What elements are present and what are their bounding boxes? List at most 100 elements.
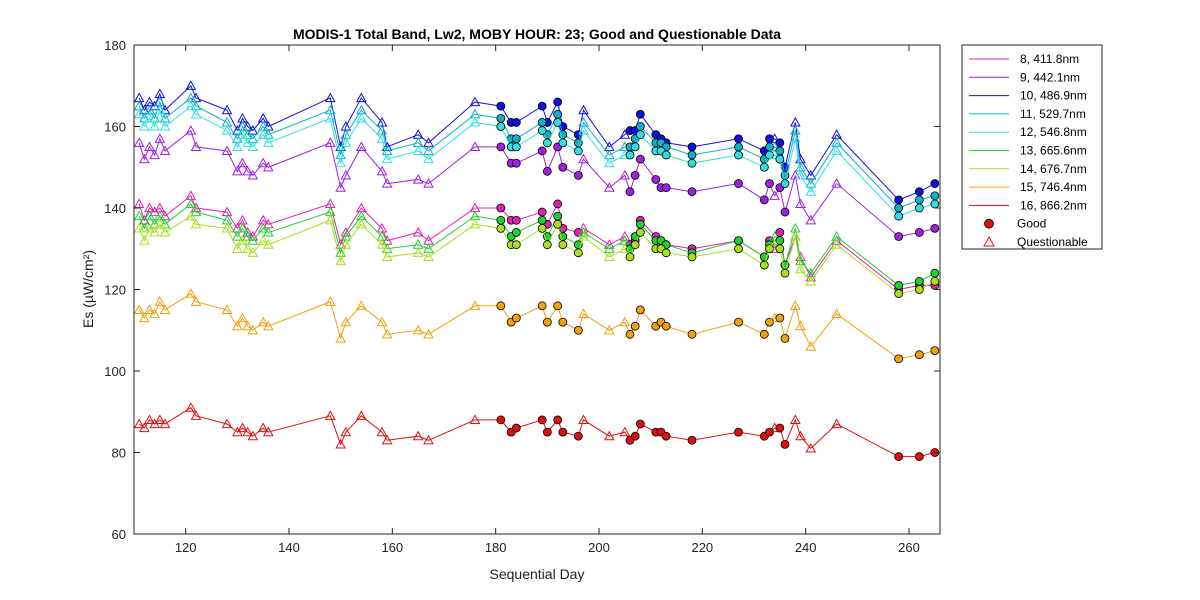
- series-2: [133, 125, 940, 241]
- data-point-good: [780, 207, 790, 217]
- data-point-questionable: [247, 169, 259, 180]
- data-point-questionable: [154, 296, 166, 306]
- data-point-good: [553, 109, 563, 119]
- data-point-good: [661, 321, 671, 331]
- data-point-good: [553, 199, 563, 209]
- data-point-questionable: [324, 410, 336, 420]
- data-point-good: [930, 268, 940, 278]
- data-point-questionable: [412, 324, 424, 335]
- data-point-good: [894, 203, 904, 213]
- data-point-questionable: [190, 108, 202, 119]
- data-point-questionable: [412, 247, 424, 257]
- data-point-questionable: [769, 190, 781, 200]
- data-point-questionable: [237, 235, 248, 245]
- data-point-good: [553, 97, 563, 107]
- data-point-questionable: [138, 222, 150, 233]
- series-6: [133, 198, 940, 290]
- legend-label: 8, 411.8nm: [1020, 52, 1079, 66]
- data-point-questionable: [578, 125, 589, 135]
- data-point-good: [537, 101, 547, 111]
- data-point-questionable: [257, 222, 269, 233]
- data-point-questionable: [138, 120, 150, 131]
- data-point-good: [661, 431, 671, 441]
- data-point-good: [573, 325, 583, 335]
- data-point-good: [775, 146, 785, 156]
- data-point-good: [496, 301, 506, 311]
- data-point-questionable: [242, 137, 254, 147]
- data-point-good: [511, 423, 521, 433]
- data-point-good: [687, 142, 697, 152]
- legend-label: 13, 665.6nm: [1020, 144, 1087, 158]
- data-point-questionable: [578, 308, 589, 319]
- data-point-questionable: [423, 328, 434, 339]
- data-point-good: [635, 130, 645, 140]
- data-point-questionable: [340, 239, 352, 249]
- legend-label: 11, 529.7nm: [1020, 107, 1086, 121]
- data-point-good: [930, 346, 940, 356]
- data-point-questionable: [190, 141, 202, 151]
- data-point-questionable: [423, 434, 434, 445]
- data-point-questionable: [381, 434, 393, 445]
- data-point-questionable: [355, 218, 367, 229]
- data-point-good: [573, 146, 583, 156]
- data-point-good: [930, 179, 940, 188]
- data-point-questionable: [469, 116, 481, 127]
- data-point-questionable: [603, 251, 615, 261]
- legend: 8, 411.8nm 9, 442.1nm 10, 486.9nm 11, 529.7…: [961, 44, 1103, 250]
- data-point-questionable: [795, 320, 806, 331]
- data-point-good: [759, 195, 769, 205]
- data-point-questionable: [237, 157, 248, 168]
- data-point-questionable: [831, 418, 843, 429]
- data-point-questionable: [159, 120, 171, 131]
- data-point-questionable: [423, 251, 434, 261]
- data-point-good: [914, 195, 924, 205]
- data-point-questionable: [469, 218, 481, 229]
- data-point-good: [511, 313, 521, 323]
- data-point-good: [573, 248, 583, 258]
- data-point-good: [511, 142, 521, 152]
- x-tick-label: 160: [381, 540, 403, 555]
- data-point-questionable: [159, 226, 171, 237]
- data-point-good: [687, 187, 697, 197]
- data-point-good: [775, 228, 785, 237]
- data-point-questionable: [242, 165, 254, 176]
- data-point-good: [511, 118, 521, 127]
- data-point-questionable: [769, 239, 781, 249]
- legend-label: 15, 746.4nm: [1020, 180, 1087, 194]
- data-point-questionable: [247, 247, 259, 257]
- data-point-questionable: [578, 230, 589, 241]
- data-point-good: [734, 236, 743, 246]
- data-point-questionable: [262, 320, 274, 331]
- data-point-questionable: [159, 418, 171, 429]
- data-point-questionable: [237, 222, 248, 233]
- data-point-good: [558, 427, 568, 437]
- data-point-good: [687, 435, 697, 445]
- data-point-good: [661, 248, 671, 258]
- data-point-questionable: [242, 243, 254, 253]
- data-point-questionable: [619, 129, 631, 139]
- legend-label: 10, 486.9nm: [1020, 89, 1087, 103]
- y-tick-label: 80: [112, 446, 126, 461]
- data-point-questionable: [144, 414, 155, 424]
- data-point-questionable: [221, 304, 233, 314]
- data-point-questionable: [412, 173, 424, 184]
- data-point-questionable: [376, 165, 388, 176]
- data-point-good: [630, 142, 640, 152]
- data-point-good: [930, 223, 940, 233]
- data-point-questionable: [138, 422, 150, 433]
- legend-label: 16, 866.2nm: [1020, 198, 1087, 212]
- data-point-good: [496, 122, 506, 131]
- data-point-questionable: [789, 230, 801, 241]
- data-point-good: [765, 179, 774, 188]
- x-axis-label: Sequential Day: [490, 566, 585, 582]
- data-point-questionable: [335, 332, 347, 343]
- data-point-questionable: [789, 414, 801, 424]
- data-point-good: [496, 415, 506, 425]
- data-point-questionable: [603, 157, 615, 168]
- data-point-questionable: [231, 320, 243, 331]
- data-point-good: [537, 215, 547, 225]
- data-point-questionable: [469, 300, 481, 310]
- data-point-questionable: [257, 157, 269, 168]
- data-point-questionable: [805, 214, 817, 225]
- data-point-questionable: [144, 112, 155, 123]
